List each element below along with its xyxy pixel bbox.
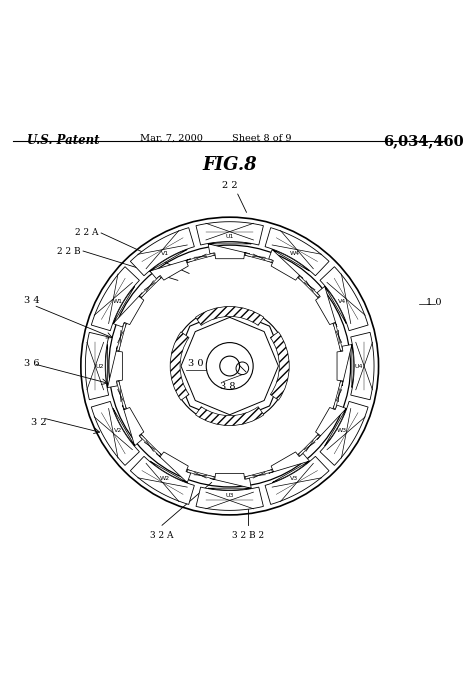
Text: 2 2 A: 2 2 A (75, 228, 99, 237)
Wedge shape (196, 306, 264, 326)
Text: V3: V3 (290, 475, 299, 481)
Text: 3 6: 3 6 (25, 359, 40, 368)
Text: 3 8: 3 8 (219, 382, 235, 391)
Text: 1 0: 1 0 (426, 299, 441, 308)
Polygon shape (113, 286, 144, 327)
Polygon shape (269, 452, 310, 482)
Polygon shape (316, 286, 346, 327)
Polygon shape (150, 452, 191, 482)
Polygon shape (299, 435, 319, 456)
Polygon shape (117, 381, 126, 409)
Polygon shape (106, 345, 122, 388)
Text: W4: W4 (289, 251, 300, 256)
Polygon shape (85, 333, 109, 400)
Text: 2 2: 2 2 (222, 181, 237, 190)
Wedge shape (196, 406, 264, 425)
Polygon shape (150, 249, 191, 280)
Text: U4: U4 (355, 363, 364, 369)
Text: U2: U2 (96, 363, 104, 369)
Text: 6,034,460: 6,034,460 (383, 134, 464, 148)
Text: FIG.8: FIG.8 (202, 157, 257, 174)
Text: U3: U3 (226, 493, 234, 498)
Text: U1: U1 (226, 234, 234, 239)
Polygon shape (337, 345, 354, 388)
Polygon shape (113, 405, 144, 445)
Wedge shape (270, 332, 289, 400)
Text: W3: W3 (337, 428, 347, 434)
Polygon shape (265, 228, 329, 276)
Polygon shape (196, 487, 264, 510)
Polygon shape (91, 267, 139, 331)
Polygon shape (140, 435, 161, 456)
Text: 3 2 A: 3 2 A (150, 530, 174, 539)
Polygon shape (208, 473, 251, 490)
Text: V2: V2 (113, 428, 122, 434)
Text: V4: V4 (337, 299, 346, 304)
Text: U.S. Patent: U.S. Patent (27, 134, 99, 147)
Text: 3 2 B 2: 3 2 B 2 (232, 530, 264, 539)
Polygon shape (265, 457, 329, 505)
Polygon shape (299, 276, 319, 297)
Polygon shape (130, 228, 194, 276)
Polygon shape (140, 276, 161, 297)
Polygon shape (130, 457, 194, 505)
Polygon shape (316, 405, 346, 445)
Text: 2 2 B: 2 2 B (57, 246, 81, 255)
Text: V1: V1 (161, 251, 169, 256)
Polygon shape (117, 324, 126, 351)
Text: 3 2: 3 2 (31, 418, 47, 427)
Wedge shape (170, 332, 189, 400)
Polygon shape (333, 324, 343, 351)
Text: Mar. 7, 2000: Mar. 7, 2000 (140, 134, 202, 143)
Text: Sheet 8 of 9: Sheet 8 of 9 (231, 134, 291, 143)
Text: W1: W1 (113, 299, 123, 304)
Text: 3 0: 3 0 (188, 359, 204, 368)
Polygon shape (269, 249, 310, 280)
Polygon shape (320, 267, 368, 331)
Polygon shape (208, 242, 251, 259)
Polygon shape (351, 333, 374, 400)
Text: W2: W2 (160, 475, 170, 481)
Polygon shape (91, 402, 139, 466)
Polygon shape (320, 402, 368, 466)
Polygon shape (187, 253, 214, 262)
Polygon shape (333, 381, 343, 409)
Polygon shape (187, 470, 214, 479)
Polygon shape (196, 222, 264, 245)
Text: 3 4: 3 4 (25, 296, 40, 305)
Polygon shape (245, 470, 273, 479)
Polygon shape (245, 253, 273, 262)
